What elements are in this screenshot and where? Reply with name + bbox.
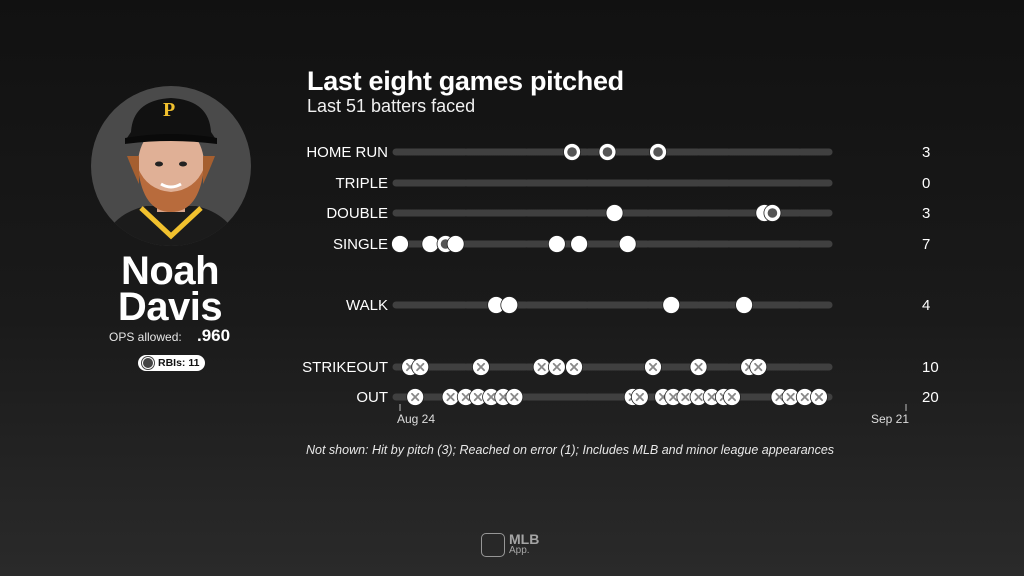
row-label: OUT [356,389,388,406]
x-mark-icon [694,362,703,372]
x-mark-icon [446,392,455,402]
row-label: TRIPLE [335,175,388,192]
chart-subtitle: Last 51 batters faced [307,96,476,116]
event-marker [446,235,465,253]
x-mark-icon [727,392,737,402]
logo-text-big: MLB [509,531,540,547]
row-count: 10 [922,359,939,376]
row-label: DOUBLE [326,205,388,222]
x-mark-icon [552,362,561,372]
row-count: 3 [922,205,930,222]
rbi-center [767,208,778,218]
logo-text-small: App. [509,545,530,556]
x-mark-icon [694,392,703,402]
event-marker [735,296,753,314]
axis-end-label: Sep 21 [871,412,909,426]
rbi-center [602,147,613,157]
cap-logo: P [163,99,175,121]
row-label: WALK [346,297,388,314]
row-label: SINGLE [333,236,388,253]
event-marker [605,204,624,222]
rbi-legend: RBIs: 11 [138,355,206,371]
row-label: STRIKEOUT [302,359,388,376]
x-mark-icon [569,362,579,372]
ops-value: .960 [197,326,231,345]
x-mark-icon [775,392,784,402]
player-avatar: P [91,86,251,246]
mlb-logo-icon [481,533,505,557]
row-label: HOME RUN [306,144,388,161]
event-marker [391,235,409,253]
row-count: 7 [922,236,930,253]
footnote: Not shown: Hit by pitch (3); Reached on … [306,443,835,457]
player-photo: P [101,98,241,246]
x-mark-icon [800,392,809,402]
rbi-marker-icon [142,357,154,369]
event-marker [421,235,440,253]
x-mark-icon [411,392,420,402]
x-mark-icon [461,392,470,402]
row-count: 20 [922,389,939,406]
event-marker [570,235,589,253]
x-mark-icon [416,362,425,372]
row-count: 4 [922,297,930,314]
player-first-name: Noah [121,249,220,293]
row-count: 0 [922,175,930,192]
axis-start-label: Aug 24 [397,412,435,426]
player-last-name: Davis [117,285,223,329]
ops-row: OPS allowed: .960 [109,326,269,348]
x-mark-icon [707,392,716,402]
x-mark-icon [499,392,508,402]
event-marker [500,296,519,314]
row-count: 3 [922,144,930,161]
event-marker [618,235,637,253]
x-mark-icon [669,392,678,402]
x-mark-icon [510,392,519,402]
x-mark-icon [486,392,496,402]
x-mark-icon [754,362,763,372]
x-mark-icon [537,362,546,372]
rbi-center [653,147,663,157]
chart-title: Last eight games pitched [307,66,624,96]
x-mark-icon [476,362,486,372]
x-mark-icon [814,392,824,402]
x-mark-icon [648,362,658,372]
x-mark-icon [473,392,483,402]
ops-label: OPS allowed: [109,330,182,344]
mlb-app-logo: MLB App. [481,531,540,557]
event-marker [662,296,681,314]
x-mark-icon [635,392,644,402]
event-marker [547,235,566,253]
x-mark-icon [786,392,795,402]
rbi-legend-label: RBIs: 11 [158,357,200,369]
x-mark-icon [681,392,690,402]
rbi-center [567,147,577,157]
